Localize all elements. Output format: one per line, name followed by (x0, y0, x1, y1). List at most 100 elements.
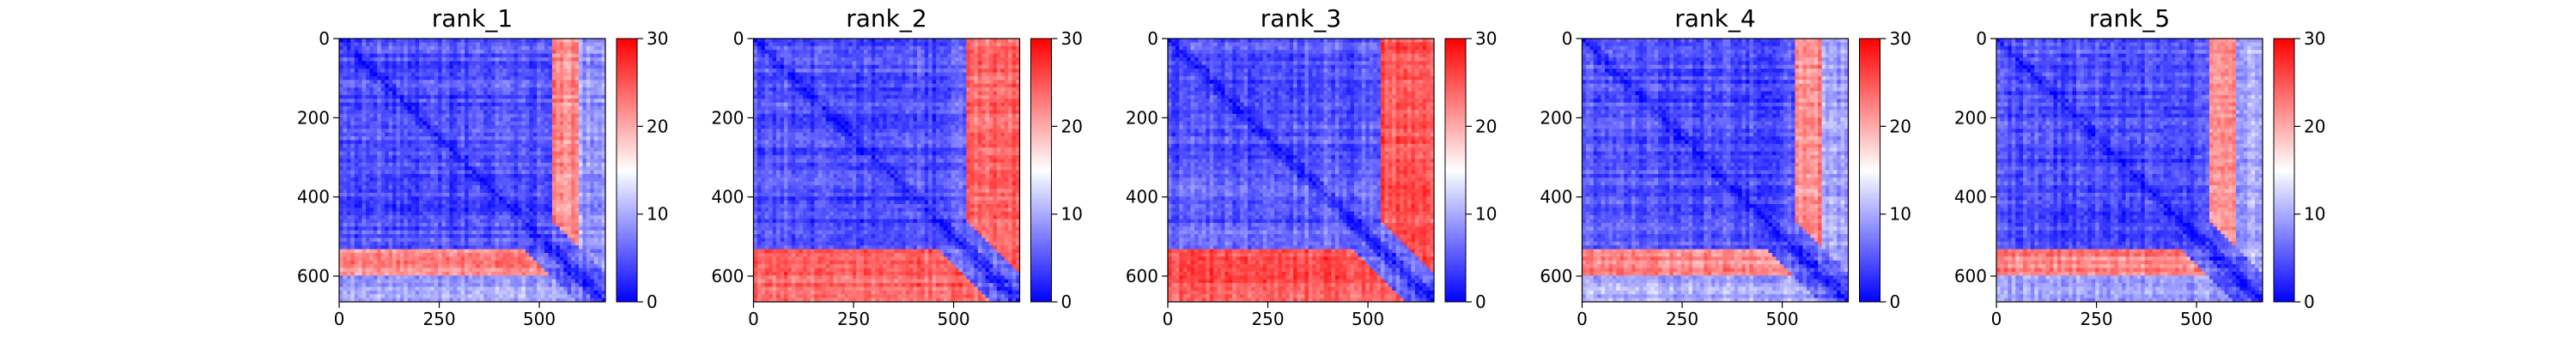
heatmap-cell (556, 94, 561, 99)
heatmap-cell (590, 275, 595, 280)
heatmap-cell (532, 226, 538, 232)
heatmap-cell (399, 286, 404, 292)
heatmap-cell (350, 99, 355, 104)
heatmap-cell (567, 147, 572, 153)
heatmap-cell (377, 136, 382, 141)
heatmap-cell (506, 226, 511, 232)
heatmap-cell (601, 208, 605, 213)
heatmap-cell (476, 200, 481, 205)
heatmap-cell (552, 83, 557, 88)
heatmap-cell (377, 39, 382, 43)
heatmap-cell (358, 61, 363, 66)
heatmap-cell (361, 50, 367, 55)
heatmap-cell (537, 99, 542, 104)
heatmap-cell (438, 196, 443, 202)
heatmap-cell (419, 294, 424, 299)
heatmap-cell (783, 39, 788, 43)
heatmap-cell (495, 200, 500, 205)
heatmap-cell (532, 121, 538, 126)
heatmap-cell (513, 260, 519, 265)
heatmap-cell (446, 298, 451, 302)
heatmap-cell (411, 166, 416, 172)
heatmap-cell (438, 181, 443, 186)
heatmap-cell (574, 189, 580, 194)
heatmap-cell (510, 159, 515, 164)
heatmap-cell (499, 208, 504, 213)
heatmap-cell (513, 226, 519, 232)
heatmap-cell (487, 264, 492, 269)
heatmap-cell (350, 113, 355, 118)
heatmap-cell (567, 53, 572, 58)
heatmap-cell (563, 166, 568, 172)
heatmap-cell (502, 151, 507, 156)
heatmap-cell (465, 132, 470, 137)
heatmap-cell (521, 196, 526, 202)
heatmap-cell (502, 42, 507, 47)
heatmap-cell (598, 159, 603, 164)
heatmap-cell (446, 57, 451, 62)
heatmap-cell (411, 154, 416, 159)
heatmap-cell (510, 178, 515, 183)
heatmap-cell (540, 166, 545, 172)
heatmap-cell (438, 268, 443, 273)
heatmap-cell (434, 53, 439, 58)
heatmap-cell (438, 203, 443, 208)
heatmap-cell (446, 211, 451, 216)
heatmap-cell (369, 230, 374, 235)
heatmap-cell (556, 271, 561, 276)
heatmap-cell (399, 181, 404, 186)
heatmap-cell (399, 166, 404, 172)
heatmap-cell (457, 211, 462, 216)
heatmap-cell (449, 75, 454, 81)
heatmap-cell (460, 234, 465, 239)
heatmap-cell (426, 211, 431, 216)
heatmap-cell (430, 249, 435, 254)
heatmap-cell (518, 170, 523, 175)
heatmap-cell (483, 226, 489, 232)
heatmap-cell (548, 94, 553, 99)
heatmap-cell (449, 189, 454, 194)
heatmap-cell (377, 234, 382, 239)
heatmap-cell (521, 113, 526, 118)
heatmap-cell (548, 279, 553, 284)
heatmap-cell (346, 178, 351, 183)
heatmap-cell (366, 159, 371, 164)
heatmap-cell (495, 87, 500, 92)
heatmap-cell (563, 238, 568, 243)
heatmap-cell (438, 72, 443, 77)
heatmap-cell (430, 226, 435, 232)
heatmap-cell (388, 117, 393, 123)
heatmap-cell (354, 87, 359, 92)
heatmap-cell (468, 94, 473, 99)
heatmap-cell (380, 136, 386, 141)
heatmap-cell (552, 42, 557, 47)
heatmap-cell (552, 178, 557, 183)
heatmap-cell (513, 185, 519, 190)
heatmap-cell (540, 75, 545, 81)
x-tick-label: 0 (334, 309, 345, 329)
heatmap-cell (388, 45, 393, 51)
heatmap-cell (385, 196, 390, 202)
heatmap-cell (479, 113, 484, 118)
heatmap-cell (483, 256, 489, 262)
heatmap-cell (358, 173, 363, 178)
heatmap-cell (552, 72, 557, 77)
heatmap-cell (419, 275, 424, 280)
heatmap-cell (369, 249, 374, 254)
heatmap-cell (483, 294, 489, 299)
heatmap-cell (502, 181, 507, 186)
heatmap-cell (366, 140, 371, 145)
heatmap-cell (460, 200, 465, 205)
heatmap-cell (415, 91, 420, 96)
heatmap-cell (339, 256, 344, 262)
heatmap-cell (526, 94, 531, 99)
heatmap-cell (601, 173, 605, 178)
heatmap-cell (487, 83, 492, 88)
heatmap-cell (476, 245, 481, 250)
heatmap-cell (404, 222, 409, 227)
heatmap-cell (434, 121, 439, 126)
heatmap-cell (460, 230, 465, 235)
heatmap-cell (426, 143, 431, 148)
heatmap-cell (582, 91, 587, 96)
heatmap-cell (434, 75, 439, 81)
